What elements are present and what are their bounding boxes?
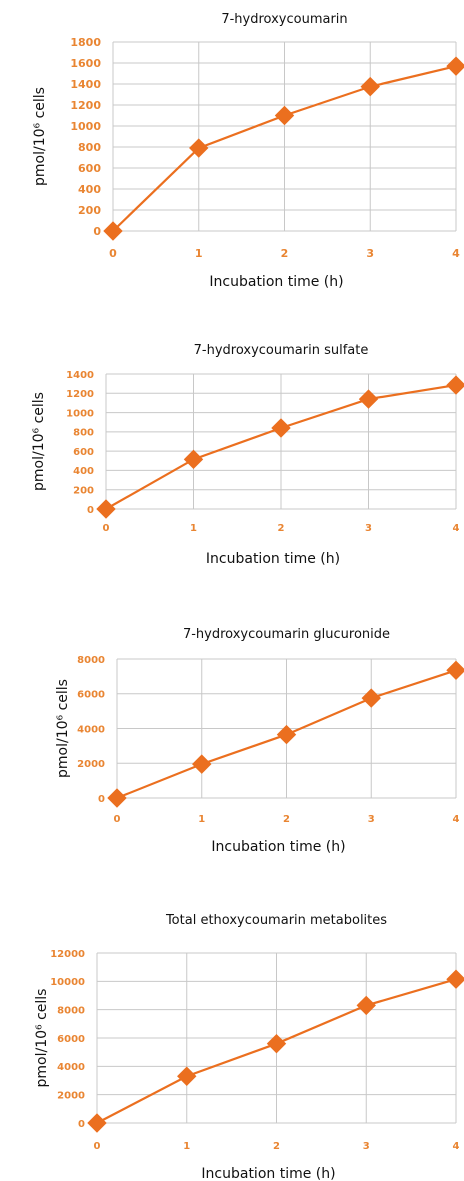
x-tick-label: 2 [278, 523, 285, 534]
data-point-marker [266, 1033, 287, 1054]
y-tick-label: 600 [78, 162, 101, 175]
x-tick-label: 0 [114, 814, 121, 825]
data-point-marker [356, 995, 376, 1016]
chart-2: 7-hydroxycoumarin sulfate020040060080010… [31, 343, 464, 567]
data-point-marker [96, 499, 116, 519]
y-tick-label: 800 [73, 428, 94, 439]
x-tick-label: 4 [452, 247, 460, 260]
y-tick-label: 2000 [57, 1090, 85, 1101]
x-tick-label: 2 [273, 1141, 280, 1152]
data-point-marker [107, 788, 127, 808]
y-tick-label: 200 [78, 204, 101, 217]
y-tick-label: 0 [93, 225, 101, 238]
data-point-marker [271, 418, 291, 438]
chart-1: 7-hydroxycoumarin02004006008001000120014… [32, 12, 464, 290]
data-point-marker [360, 76, 380, 97]
y-tick-label: 1400 [70, 78, 101, 91]
chart-title: Total ethoxycoumarin metabolites [165, 913, 387, 928]
chart-3: 7-hydroxycoumarin glucuronide 0 2000 4000 60… [55, 627, 464, 855]
y-tick-label: 6000 [57, 1034, 85, 1045]
chart-title: 7-hydroxycoumarin sulfate [194, 343, 369, 358]
y-tick-label: 1000 [66, 408, 94, 419]
x-tick-label: 4 [453, 814, 460, 825]
y-tick-label: 600 [73, 447, 94, 458]
x-tick-label: 4 [453, 523, 460, 534]
y-tick-label: 1400 [66, 370, 94, 381]
y-tick-label: 400 [73, 466, 94, 477]
y-tick-label: 4000 [77, 724, 105, 735]
data-point-marker [361, 688, 381, 708]
x-tick-label: 0 [109, 247, 117, 260]
y-axis-label: pmol/10⁶ cells [34, 989, 50, 1088]
y-tick-label: 0 [98, 794, 105, 805]
x-axis-label: Incubation time (h) [211, 839, 345, 855]
y-tick-label: 400 [78, 183, 101, 196]
data-point-marker [446, 969, 464, 989]
x-tick-label: 2 [283, 814, 290, 825]
x-axis-label: Incubation time (h) [209, 274, 343, 290]
data-point-marker [446, 375, 464, 395]
y-tick-label: 12000 [50, 949, 85, 960]
data-point-marker [189, 138, 209, 158]
data-point-marker [103, 221, 123, 241]
data-point-marker [276, 724, 297, 745]
y-axis-label: pmol/10⁶ cells [32, 87, 48, 186]
y-tick-label: 1600 [70, 57, 101, 70]
x-tick-label: 0 [103, 523, 110, 534]
y-tick-label: 10000 [50, 977, 85, 988]
data-point-marker [177, 1066, 197, 1086]
y-axis-label: pmol/10⁶ cells [55, 679, 71, 778]
y-tick-label: 1200 [66, 389, 94, 400]
x-tick-label: 3 [363, 1141, 370, 1152]
x-tick-label: 3 [366, 247, 374, 260]
y-axis-label: pmol/10⁶ cells [31, 392, 47, 491]
y-tick-label: 8000 [77, 655, 105, 666]
data-point-marker [192, 754, 212, 774]
y-tick-label: 1000 [70, 120, 101, 133]
data-point-marker [446, 56, 464, 76]
x-tick-label: 1 [183, 1141, 190, 1152]
x-tick-label: 1 [198, 814, 205, 825]
chart-4: Total ethoxycoumarin metabolites 0 2000 400… [34, 913, 464, 1181]
x-tick-label: 3 [368, 814, 375, 825]
data-point-marker [274, 105, 295, 126]
data-point-marker [358, 389, 379, 409]
y-tick-label: 200 [73, 486, 94, 497]
y-tick-label: 8000 [57, 1005, 85, 1016]
x-tick-label: 4 [453, 1141, 460, 1152]
y-tick-label: 0 [87, 505, 94, 516]
y-tick-label: 1200 [70, 99, 101, 112]
data-point-marker [87, 1113, 107, 1133]
x-tick-label: 1 [190, 523, 197, 534]
y-tick-label: 0 [78, 1119, 85, 1130]
data-point-marker [183, 449, 204, 470]
x-tick-label: 1 [195, 247, 203, 260]
y-tick-label: 2000 [77, 759, 105, 770]
y-tick-label: 6000 [77, 690, 105, 701]
y-tick-label: 4000 [57, 1062, 85, 1073]
data-point-marker [446, 660, 464, 681]
chart-title: 7-hydroxycoumarin glucuronide [183, 627, 390, 642]
chart-title: 7-hydroxycoumarin [221, 12, 347, 27]
x-tick-label: 3 [365, 523, 372, 534]
y-tick-label: 800 [78, 141, 101, 154]
x-axis-label: Incubation time (h) [206, 551, 340, 567]
y-tick-label: 1800 [70, 36, 101, 49]
x-tick-label: 2 [281, 247, 289, 260]
x-axis-label: Incubation time (h) [201, 1166, 335, 1181]
x-tick-label: 0 [94, 1141, 101, 1152]
